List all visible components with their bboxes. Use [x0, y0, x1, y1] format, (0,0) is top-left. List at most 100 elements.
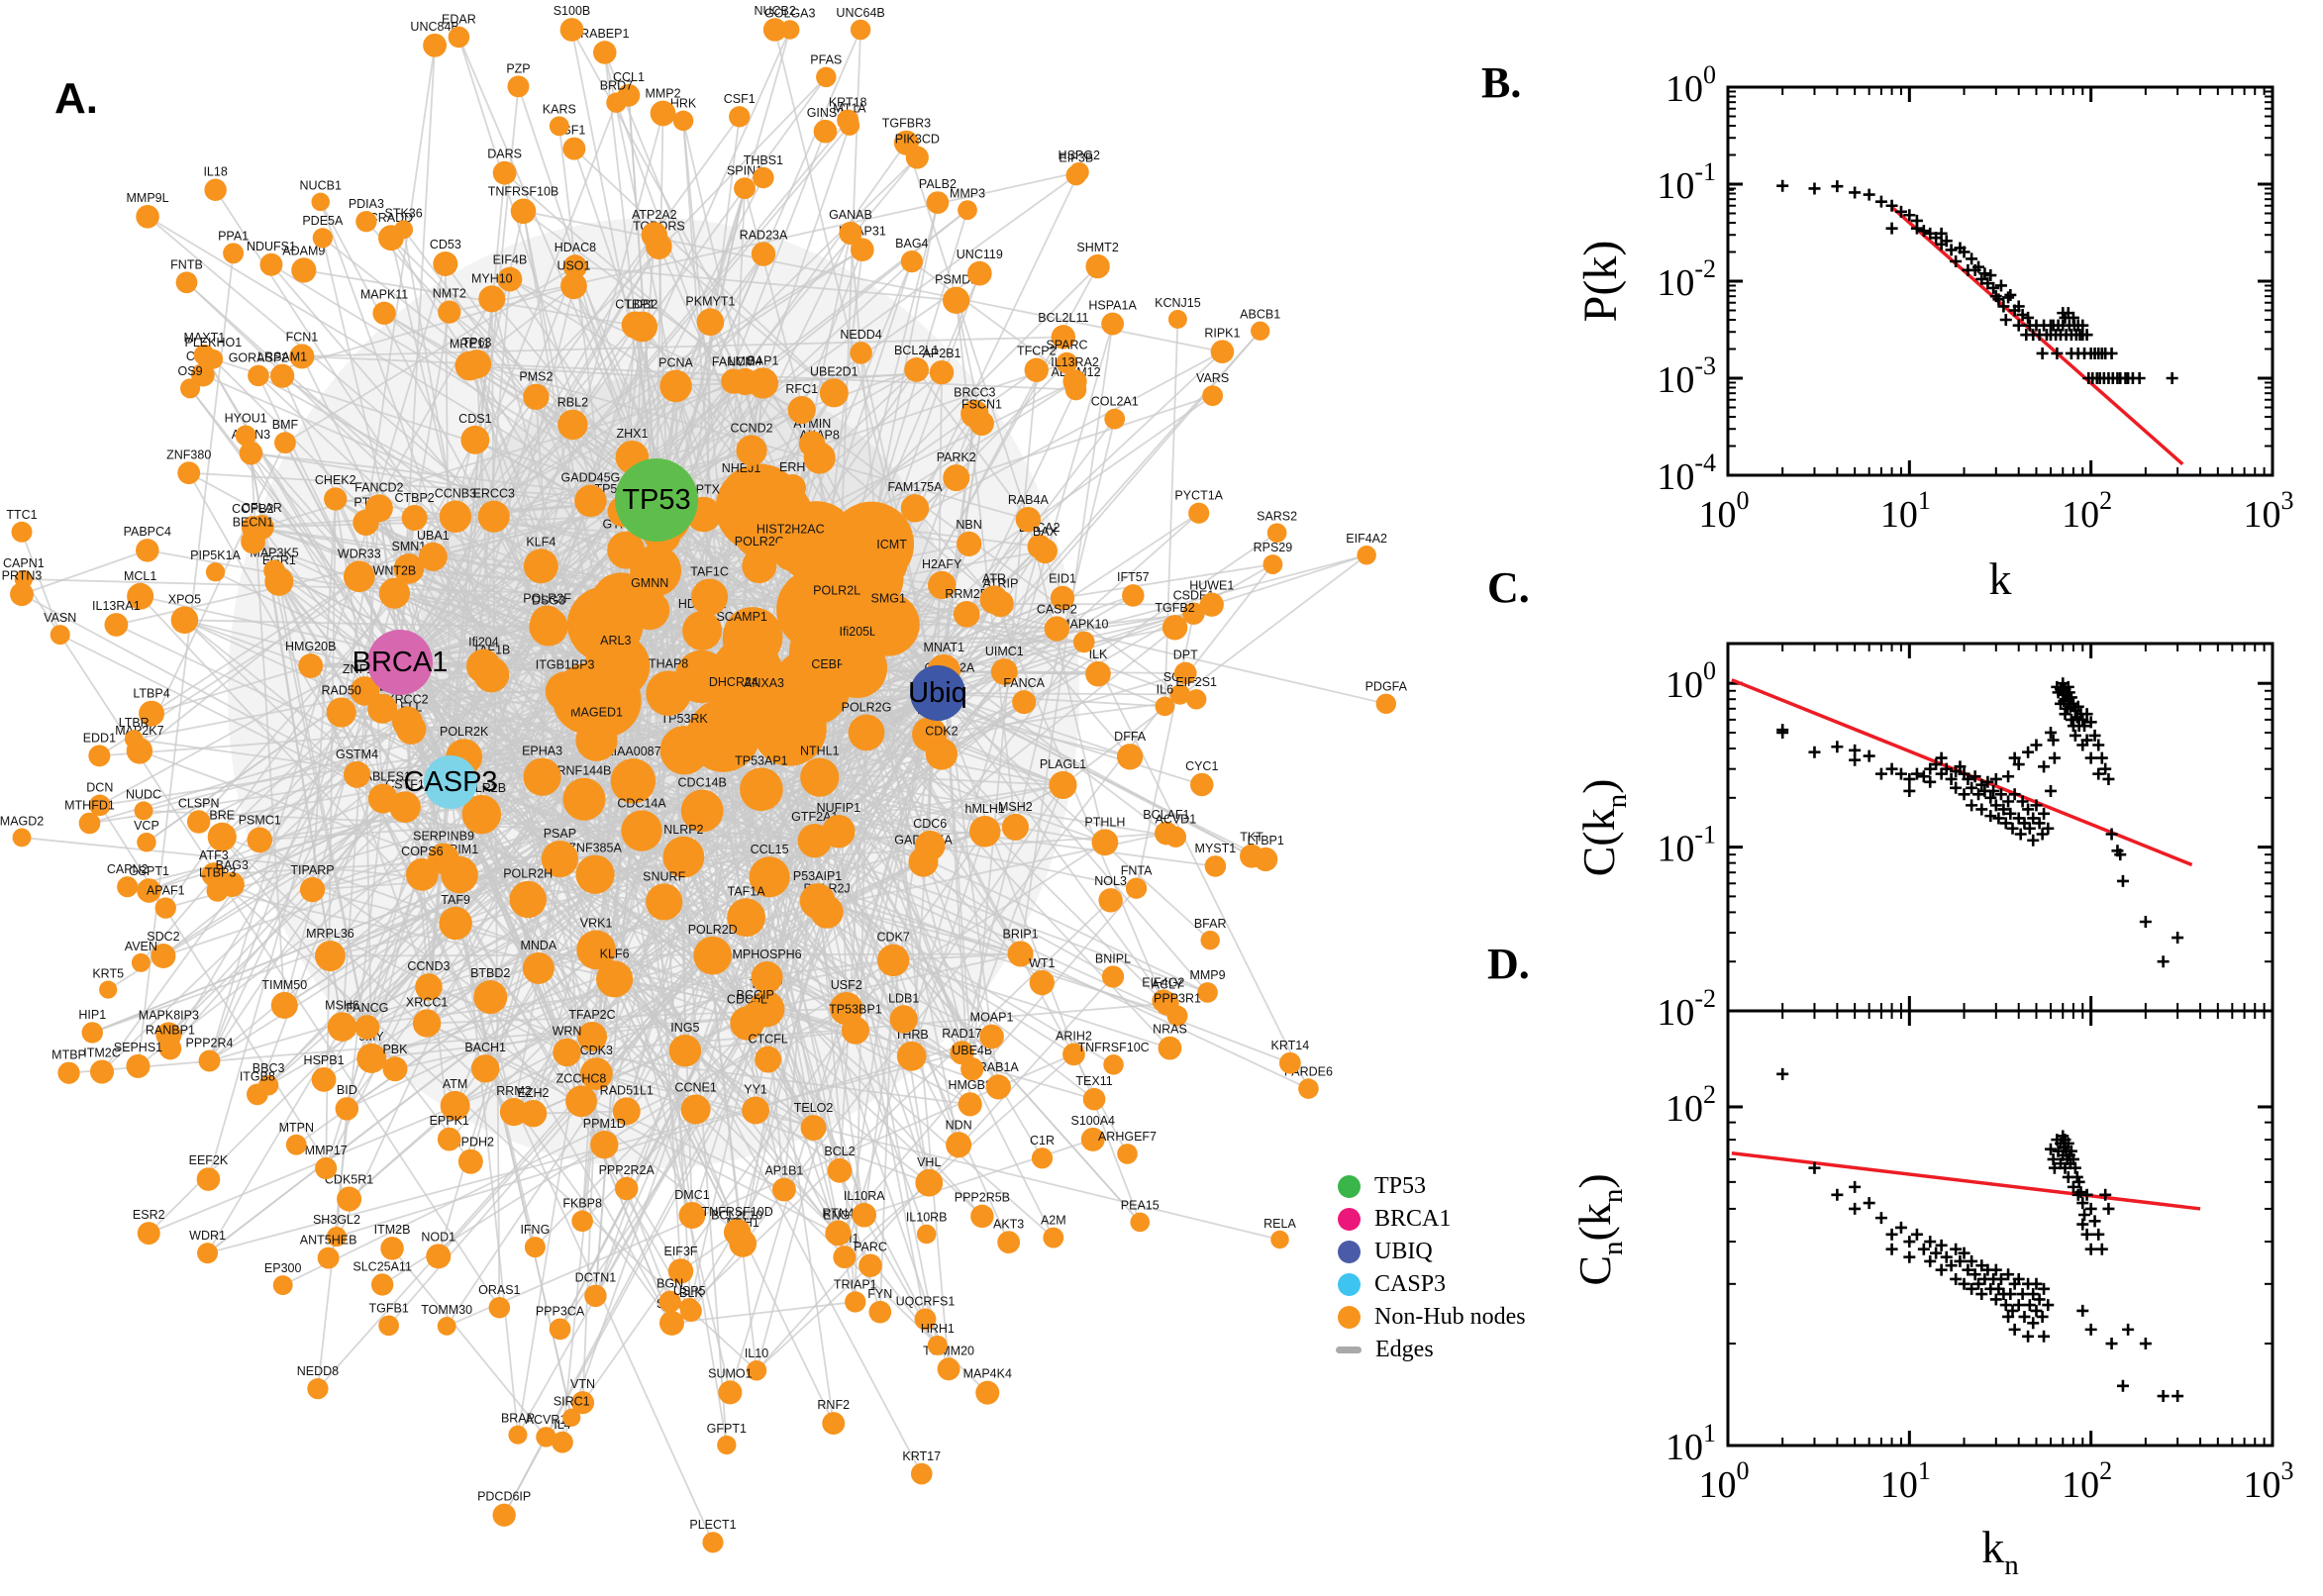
network-node: HUWE1	[1189, 579, 1234, 617]
svg-text:TAF9: TAF9	[441, 893, 470, 907]
svg-text:LMO4: LMO4	[729, 354, 762, 368]
svg-text:MTPN: MTPN	[279, 1121, 314, 1135]
network-node: TIMM50	[261, 978, 307, 1019]
network-node: IL13RA1	[92, 599, 141, 637]
svg-text:DSG3: DSG3	[532, 593, 565, 607]
network-node: WDR1	[189, 1229, 226, 1264]
svg-text:MCL1: MCL1	[124, 569, 156, 583]
svg-text:AP2B1: AP2B1	[923, 347, 961, 360]
svg-text:UBE2D1: UBE2D1	[810, 364, 858, 378]
network-node: CYC1	[1185, 759, 1218, 797]
svg-text:CTBP2: CTBP2	[394, 491, 434, 505]
svg-text:BECN1: BECN1	[233, 516, 274, 530]
network-node: BRAP	[501, 1412, 535, 1445]
network-node: PPM1D	[583, 1117, 626, 1159]
svg-text:kn: kn	[1981, 1522, 2019, 1581]
svg-text:TNFRSF10D: TNFRSF10D	[702, 1205, 773, 1219]
svg-text:LTBP3: LTBP3	[199, 865, 236, 879]
svg-text:TNFRSF10B: TNFRSF10B	[488, 185, 559, 199]
network-node: ABCB1	[1240, 308, 1280, 341]
network-node: ESR2	[133, 1208, 165, 1246]
network-node: SPARC	[1046, 339, 1088, 374]
network-node: IL6	[1155, 683, 1175, 717]
svg-text:NDUFS1: NDUFS1	[247, 240, 296, 253]
svg-text:RAD50: RAD50	[322, 683, 361, 697]
network-node: PBK	[382, 1043, 408, 1082]
svg-text:EPHA3: EPHA3	[522, 745, 562, 758]
network-node: PSMD1	[935, 273, 977, 314]
network-node: TNFRSF10B	[488, 185, 559, 225]
svg-text:FANCA: FANCA	[1003, 676, 1045, 690]
svg-text:HUWE1: HUWE1	[1189, 579, 1234, 593]
svg-text:P53AIP1: P53AIP1	[793, 869, 842, 883]
svg-text:FSCN1: FSCN1	[961, 397, 1002, 411]
svg-text:CDK7: CDK7	[876, 931, 909, 945]
network-node: CCND3	[407, 959, 451, 1001]
network-node: CD53	[430, 238, 461, 276]
network-node: POLR2C	[735, 535, 784, 584]
network-node: PARK2	[937, 450, 976, 492]
scatter-points-b	[1728, 179, 2178, 384]
svg-text:HMG20B: HMG20B	[285, 640, 336, 653]
legend-item-label: CASP3	[1374, 1271, 1447, 1297]
network-node: EPPK1	[430, 1114, 469, 1151]
svg-text:NOD1: NOD1	[421, 1230, 455, 1244]
svg-text:CCL15: CCL15	[751, 843, 789, 856]
network-node: ORAS1	[478, 1283, 521, 1319]
svg-text:HSPA1A: HSPA1A	[1088, 299, 1137, 313]
network-node: TGFB1	[368, 1301, 409, 1337]
network-node: RBL2	[557, 396, 588, 441]
svg-text:FNTB: FNTB	[170, 257, 203, 271]
network-node: MSH2	[998, 800, 1033, 841]
svg-text:MTHFD1: MTHFD1	[64, 799, 115, 813]
svg-text:PSMD1: PSMD1	[935, 273, 977, 287]
svg-text:Ifi205b: Ifi205b	[840, 625, 877, 639]
svg-text:ERCC3: ERCC3	[473, 487, 515, 501]
network-node: BACH1	[464, 1041, 506, 1083]
network-node: UQCRFS1	[896, 1294, 955, 1331]
network-node: IL10RA	[844, 1189, 885, 1228]
network-node: CDC14A	[617, 796, 666, 851]
svg-text:RRM2: RRM2	[496, 1084, 531, 1098]
network-node: TIPARP	[290, 863, 335, 903]
network-node: ARL3	[595, 634, 637, 689]
svg-text:SIRC1: SIRC1	[554, 1395, 590, 1409]
svg-text:IL13RA2: IL13RA2	[1051, 355, 1099, 369]
svg-text:100: 100	[1699, 486, 1750, 536]
network-node: SCAMP1	[716, 610, 767, 662]
network-node: CTBP1	[615, 298, 656, 340]
svg-text:CFLAR: CFLAR	[242, 501, 282, 515]
network-node: Ifi205b	[840, 625, 877, 674]
network-node: HDAC8	[555, 241, 596, 279]
svg-text:BRE: BRE	[209, 809, 235, 823]
svg-text:PLECT1: PLECT1	[689, 1518, 736, 1532]
scatter-points-c	[1776, 677, 2184, 968]
network-node: HIST2H2AC	[757, 522, 825, 571]
network-node: NDUFS1	[247, 240, 296, 276]
network-node: C1R	[1030, 1134, 1055, 1169]
svg-text:TELO2: TELO2	[794, 1101, 834, 1115]
svg-text:BTBD2: BTBD2	[470, 966, 510, 980]
legend-item-label: Non-Hub nodes	[1374, 1304, 1526, 1330]
network-node: PDE5A	[302, 214, 344, 249]
svg-text:ZNF385A: ZNF385A	[568, 842, 622, 855]
network-node: MSH6	[325, 998, 359, 1042]
network-node: BCL2L11	[1038, 311, 1088, 349]
network-node: LTBP4	[133, 687, 170, 727]
network-node: TP63	[462, 336, 492, 379]
network-node: VASN	[44, 611, 76, 646]
svg-text:EIF3F: EIF3F	[664, 1245, 698, 1258]
network-node: BCL2L1	[894, 344, 939, 382]
svg-text:10-1: 10-1	[1657, 157, 1716, 207]
svg-text:NMT2: NMT2	[433, 287, 466, 301]
legend-item-label: BRCA1	[1374, 1206, 1452, 1232]
network-node: MOAP1	[970, 1011, 1013, 1049]
svg-text:DMC1: DMC1	[674, 1188, 709, 1202]
network-node: MRPL36	[306, 927, 354, 971]
svg-text:MAPK11: MAPK11	[360, 288, 408, 302]
network-node: RELA	[1263, 1217, 1296, 1249]
svg-text:GFPT1: GFPT1	[707, 1422, 747, 1436]
svg-text:BCL2L10: BCL2L10	[711, 1208, 762, 1222]
network-node: MAPK10	[1060, 618, 1108, 653]
svg-text:C(kn): C(kn)	[1573, 779, 1633, 877]
